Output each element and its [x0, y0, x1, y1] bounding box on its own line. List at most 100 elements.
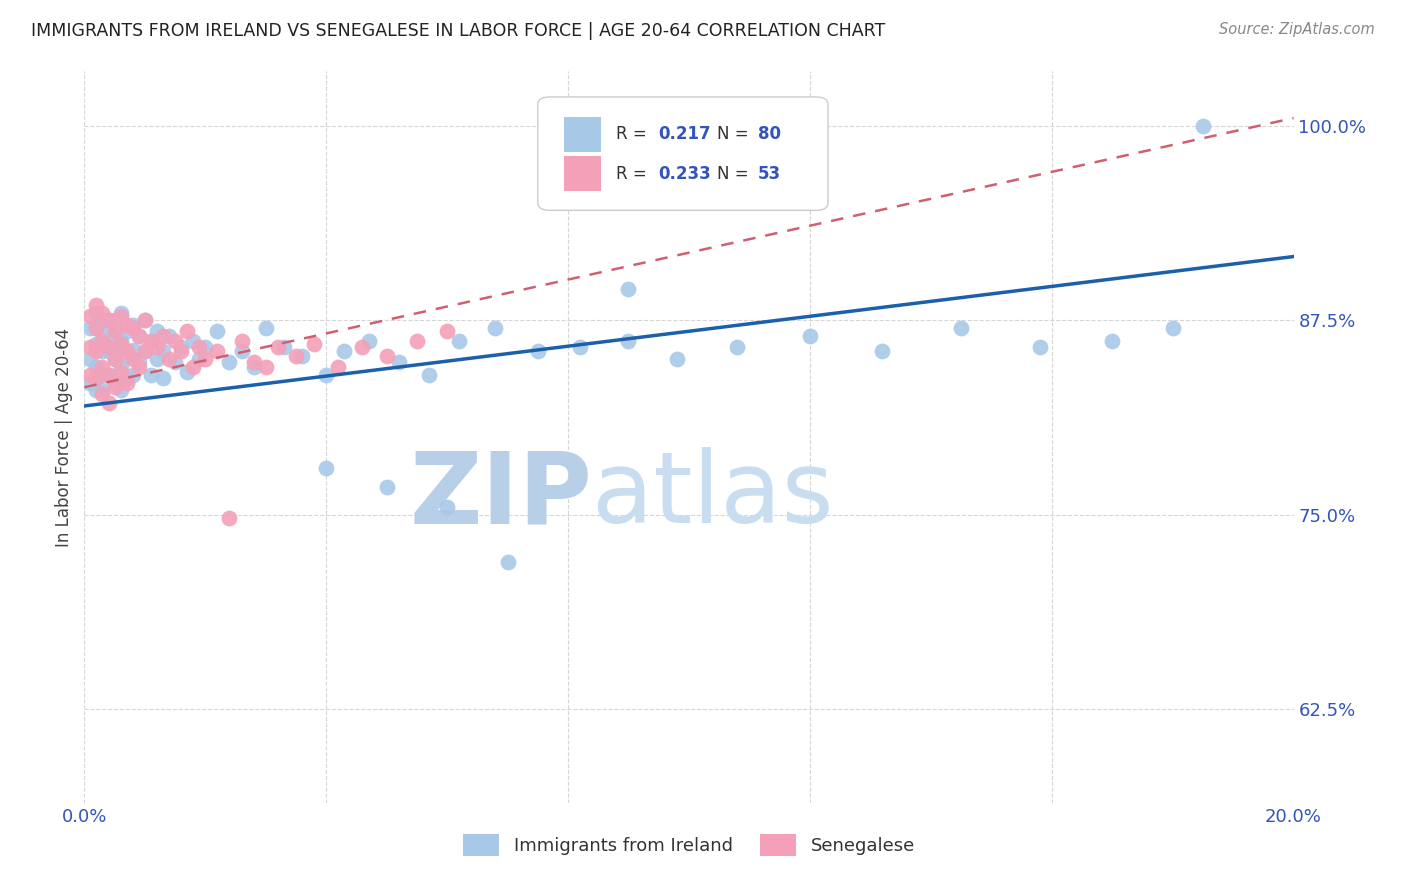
Point — [110, 336, 132, 351]
Legend: Immigrants from Ireland, Senegalese: Immigrants from Ireland, Senegalese — [456, 827, 922, 863]
Point — [484, 321, 506, 335]
Text: 80: 80 — [758, 125, 780, 144]
Point — [115, 371, 138, 385]
Point — [104, 313, 127, 327]
Point — [79, 368, 101, 382]
Point — [152, 371, 174, 385]
Point — [725, 340, 748, 354]
Point — [152, 344, 174, 359]
Point — [157, 329, 180, 343]
Point — [91, 344, 114, 359]
Point — [104, 352, 127, 367]
Point — [91, 386, 114, 401]
Text: ZIP: ZIP — [409, 447, 592, 544]
Point — [170, 344, 193, 359]
Point — [86, 298, 108, 312]
Point — [181, 334, 204, 348]
Point — [115, 344, 138, 359]
FancyBboxPatch shape — [564, 117, 600, 152]
Point — [86, 336, 108, 351]
Point — [91, 313, 114, 327]
Point — [315, 368, 337, 382]
Point — [436, 500, 458, 515]
Point — [86, 344, 108, 359]
Point — [1161, 321, 1184, 335]
Point — [569, 340, 592, 354]
Point — [188, 340, 211, 354]
Point — [328, 359, 350, 374]
Point — [950, 321, 973, 335]
Text: N =: N = — [717, 125, 754, 144]
Point — [799, 329, 821, 343]
Point — [617, 282, 640, 296]
Point — [242, 355, 264, 369]
Point — [267, 340, 290, 354]
Point — [1101, 334, 1123, 348]
Point — [146, 340, 169, 354]
Point — [139, 368, 162, 382]
Point — [79, 352, 101, 367]
Point — [97, 340, 120, 354]
Point — [231, 334, 253, 348]
Point — [121, 321, 143, 335]
Text: Source: ZipAtlas.com: Source: ZipAtlas.com — [1219, 22, 1375, 37]
Point — [97, 368, 120, 382]
Point — [165, 355, 187, 369]
Point — [121, 368, 143, 382]
Point — [86, 384, 108, 398]
Text: R =: R = — [616, 165, 652, 183]
Point — [91, 334, 114, 348]
Text: 0.217: 0.217 — [659, 125, 711, 144]
Point — [181, 359, 204, 374]
Point — [388, 355, 411, 369]
Point — [254, 321, 277, 335]
Point — [285, 349, 308, 363]
Text: 53: 53 — [758, 165, 780, 183]
Point — [86, 321, 108, 335]
Point — [406, 334, 429, 348]
Point — [97, 368, 120, 382]
Point — [97, 321, 120, 335]
Point — [207, 344, 229, 359]
Point — [194, 352, 217, 367]
Point — [79, 309, 101, 323]
Point — [91, 334, 114, 348]
Point — [134, 313, 156, 327]
Point — [291, 349, 314, 363]
Point — [104, 340, 127, 354]
Point — [121, 343, 143, 357]
Point — [91, 359, 114, 374]
Point — [128, 355, 150, 369]
Point — [418, 368, 440, 382]
Point — [617, 334, 640, 348]
Point — [218, 511, 240, 525]
Point — [375, 349, 398, 363]
Point — [207, 324, 229, 338]
Point — [110, 365, 132, 379]
Point — [115, 324, 138, 338]
Point — [496, 555, 519, 569]
Point — [231, 344, 253, 359]
Text: R =: R = — [616, 125, 652, 144]
FancyBboxPatch shape — [564, 156, 600, 191]
Point — [110, 334, 132, 348]
Point — [79, 340, 101, 354]
Point — [86, 359, 108, 374]
Point — [104, 324, 127, 338]
Point — [375, 480, 398, 494]
Point — [176, 365, 198, 379]
Point — [157, 352, 180, 367]
Point — [110, 305, 132, 319]
Point — [97, 313, 120, 327]
Point — [115, 318, 138, 332]
Point — [254, 359, 277, 374]
Point — [273, 340, 295, 354]
Point — [188, 352, 211, 367]
Point — [176, 324, 198, 338]
FancyBboxPatch shape — [538, 97, 828, 211]
Point — [218, 355, 240, 369]
Point — [79, 321, 101, 335]
Point — [91, 384, 114, 398]
Y-axis label: In Labor Force | Age 20-64: In Labor Force | Age 20-64 — [55, 327, 73, 547]
Point — [115, 376, 138, 390]
